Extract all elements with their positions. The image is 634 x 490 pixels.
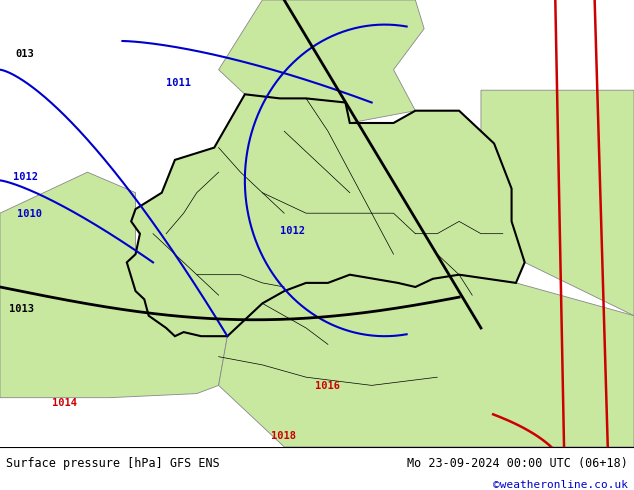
Text: 1014: 1014: [53, 398, 77, 408]
Text: 1010: 1010: [18, 209, 42, 220]
Text: 1013: 1013: [9, 304, 34, 314]
Text: 1012: 1012: [280, 226, 305, 236]
Text: Mo 23-09-2024 00:00 UTC (06+18): Mo 23-09-2024 00:00 UTC (06+18): [407, 457, 628, 470]
Polygon shape: [372, 90, 634, 316]
Text: 1012: 1012: [13, 172, 38, 182]
Text: 1011: 1011: [166, 78, 191, 88]
Text: Surface pressure [hPa] GFS ENS: Surface pressure [hPa] GFS ENS: [6, 457, 220, 470]
Polygon shape: [127, 94, 525, 336]
Polygon shape: [219, 275, 634, 447]
Text: 1016: 1016: [315, 382, 340, 392]
Polygon shape: [219, 0, 424, 123]
Text: ©weatheronline.co.uk: ©weatheronline.co.uk: [493, 480, 628, 490]
Polygon shape: [0, 172, 228, 398]
Text: 013: 013: [15, 49, 34, 59]
Text: 1018: 1018: [271, 431, 296, 441]
